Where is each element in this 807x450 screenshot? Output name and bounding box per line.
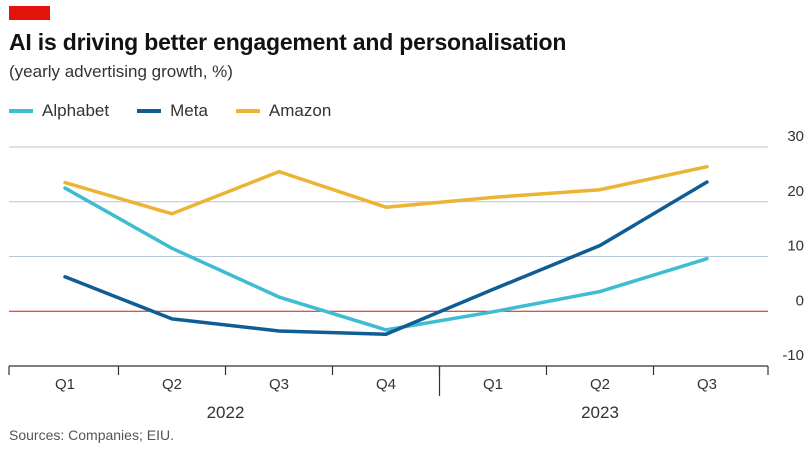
x-tick-label: Q4: [376, 376, 396, 393]
brand-accent-tag: [9, 6, 50, 20]
y-tick-label: 30: [787, 128, 804, 145]
x-tick-label: Q3: [697, 376, 717, 393]
axis-labels: 30 20 10 0 -10 Q1 Q2 Q3 Q4 Q1 Q2 Q3 2022 2023: [55, 128, 804, 422]
legend-item-meta: Meta: [137, 101, 208, 121]
series-line-meta: [63, 180, 709, 336]
x-year-label: 2023: [581, 403, 619, 422]
legend-swatch-alphabet: [9, 109, 33, 113]
chart-title: AI is driving better engagement and pers…: [9, 29, 567, 55]
x-tick-label: Q1: [55, 376, 75, 393]
x-tick-label: Q2: [590, 376, 610, 393]
legend-label-alphabet: Alphabet: [42, 101, 110, 120]
legend-label-amazon: Amazon: [268, 101, 332, 120]
legend-item-amazon: Amazon: [235, 101, 332, 121]
legend-item-alphabet: Alphabet: [9, 101, 109, 121]
source-note: Sources: Companies; EIU.: [9, 427, 174, 443]
legend-swatch-amazon: [235, 109, 260, 113]
chart-subtitle: (yearly advertising growth, %): [9, 62, 233, 81]
x-year-label: 2022: [207, 403, 245, 422]
series-line-alphabet: [63, 186, 709, 332]
chart-legend: Alphabet Meta Amazon: [9, 101, 359, 121]
legend-label-meta: Meta: [170, 101, 208, 120]
y-tick-label: -10: [782, 347, 804, 364]
series-line-amazon: [63, 164, 709, 216]
x-tick-label: Q1: [483, 376, 503, 393]
x-axis: [8, 365, 769, 396]
x-tick-label: Q3: [269, 376, 289, 393]
y-tick-label: 10: [787, 238, 804, 255]
y-tick-label: 0: [796, 292, 804, 309]
y-tick-label: 20: [787, 183, 804, 200]
series-lines: [63, 164, 709, 336]
legend-swatch-meta: [137, 109, 162, 113]
x-tick-label: Q2: [162, 376, 182, 393]
gridlines: [9, 146, 768, 312]
